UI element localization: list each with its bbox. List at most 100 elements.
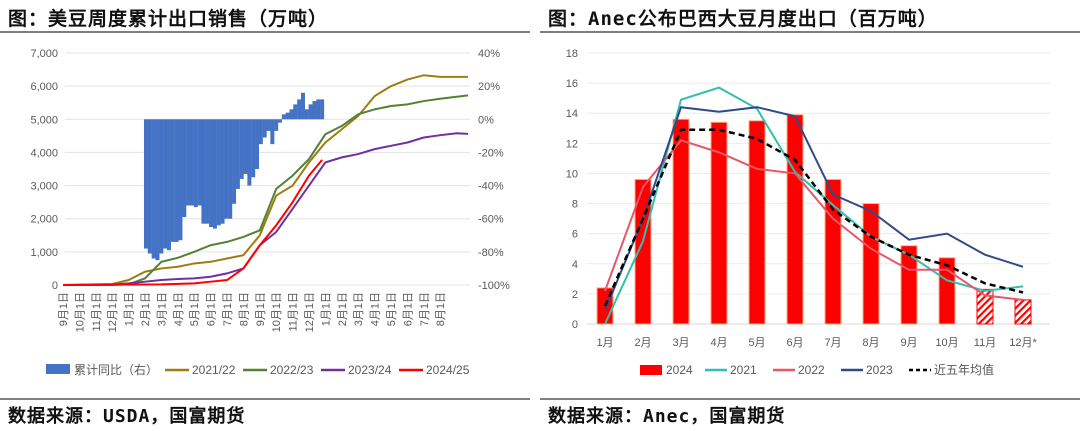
yoy-bar (186, 119, 191, 206)
x-tick-label: 3月1日 (156, 292, 168, 326)
yoy-bar (201, 119, 206, 224)
yoy-bar (216, 119, 221, 226)
left-y-tick-label: 7,000 (30, 48, 58, 60)
right-title-divider (540, 31, 1080, 33)
legend-label: 近五年均值 (934, 362, 994, 377)
x-tick-label: 12月1日 (107, 292, 119, 332)
bar-2024 (900, 245, 918, 325)
x-tick-label: 7月 (824, 337, 841, 349)
x-tick-label: 1月 (596, 337, 613, 349)
x-tick-label: 1月1日 (124, 292, 136, 326)
x-tick-label: 8月1日 (238, 292, 250, 326)
left-title-divider (0, 31, 530, 33)
x-tick-label: 4月1日 (173, 292, 185, 326)
x-tick-label: 12月* (1009, 337, 1037, 349)
y-tick-label: 12 (566, 138, 578, 150)
x-tick-label: 9月1日 (58, 292, 70, 326)
legend-label: 累计同比（右） (74, 362, 158, 377)
yoy-bar (320, 99, 325, 120)
y-tick-label: 16 (566, 78, 578, 90)
x-tick-label: 8月 (862, 337, 879, 349)
x-tick-label: 10月1日 (74, 292, 86, 332)
y-tick-label: 18 (566, 48, 578, 60)
left-y-tick-label: 6,000 (30, 81, 58, 93)
bar-2024 (748, 120, 766, 325)
right-y-tick-label: 20% (478, 81, 500, 93)
yoy-bar (239, 119, 244, 179)
right-y-tick-label: -100% (478, 280, 510, 292)
bar-2024 (938, 257, 956, 325)
yoy-bar (304, 109, 309, 120)
series-line-近五年均值 (603, 128, 1024, 307)
right-y-tick-label: -80% (478, 247, 504, 259)
left-source-divider (0, 398, 530, 400)
yoy-bar (143, 119, 148, 249)
series-line-2023 (604, 106, 1024, 311)
yoy-bar (212, 119, 217, 229)
yoy-bar (189, 119, 194, 206)
yoy-bar (163, 119, 168, 249)
yoy-bar (300, 92, 305, 120)
yoy-bar (166, 119, 171, 251)
x-tick-label: 5月1日 (386, 292, 398, 326)
yoy-bar (285, 112, 290, 120)
x-tick-label: 10月1日 (271, 292, 283, 332)
yoy-bar (170, 119, 175, 242)
y-tick-label: 14 (566, 108, 578, 120)
yoy-bar (151, 119, 156, 259)
left-y-tick-label: 5,000 (30, 114, 58, 126)
right-chart-source: 数据来源：Anec，国富期货 (548, 406, 786, 427)
left-y-tick-label: 3,000 (30, 181, 58, 193)
series-line-2022 (604, 139, 1024, 301)
y-tick-label: 8 (572, 199, 578, 211)
x-tick-label: 11月1日 (91, 292, 103, 332)
legend-label: 2023 (866, 363, 893, 377)
x-tick-label: 11月1日 (288, 292, 300, 332)
y-tick-label: 4 (572, 259, 578, 271)
legend-label: 2024 (666, 363, 693, 377)
x-tick-label: 7月1日 (419, 292, 431, 326)
bar-2024 (976, 288, 994, 325)
x-tick-label: 3月 (672, 337, 689, 349)
x-tick-label: 10月 (935, 337, 958, 349)
yoy-bar (270, 119, 275, 145)
yoy-bar (278, 119, 283, 123)
legend-label: 2022 (798, 363, 825, 377)
yoy-bar (220, 119, 225, 224)
yoy-bar (182, 119, 187, 218)
y-tick-label: 0 (572, 319, 578, 331)
yoy-bar (197, 119, 202, 206)
bar-2024 (710, 121, 728, 325)
y-tick-label: 2 (572, 289, 578, 301)
legend-swatch-yoy (46, 364, 70, 374)
right-y-tick-label: -20% (478, 147, 504, 159)
bar-2024 (1014, 299, 1032, 325)
series-line-2023-24 (62, 132, 469, 286)
yoy-bar (308, 104, 313, 120)
yoy-bar (228, 119, 233, 219)
right-y-tick-label: 0% (478, 114, 494, 126)
yoy-bar (243, 119, 248, 174)
yoy-bar (262, 119, 267, 138)
right-y-tick-label: -60% (478, 214, 504, 226)
x-tick-label: 12月1日 (304, 292, 316, 332)
x-tick-label: 8月1日 (435, 292, 447, 326)
x-tick-label: 3月1日 (353, 292, 365, 326)
yoy-bar (281, 114, 286, 120)
bar-2024 (786, 114, 804, 325)
x-tick-label: 6月 (786, 337, 803, 349)
left-chart-title: 图：美豆周度累计出口销售（万吨） (8, 8, 329, 30)
legend-label: 2024/25 (426, 363, 470, 377)
yoy-bar (235, 119, 240, 189)
left-y-tick-label: 1,000 (30, 247, 58, 259)
x-tick-label: 1月1日 (320, 292, 332, 326)
right-chart-title: 图：Anec公布巴西大豆月度出口（百万吨） (548, 8, 938, 30)
x-tick-label: 9月1日 (255, 292, 267, 326)
yoy-bar (209, 119, 214, 227)
yoy-bar (147, 119, 152, 254)
yoy-bar (251, 119, 256, 178)
yoy-bar (159, 119, 164, 254)
yoy-bar (174, 119, 179, 242)
